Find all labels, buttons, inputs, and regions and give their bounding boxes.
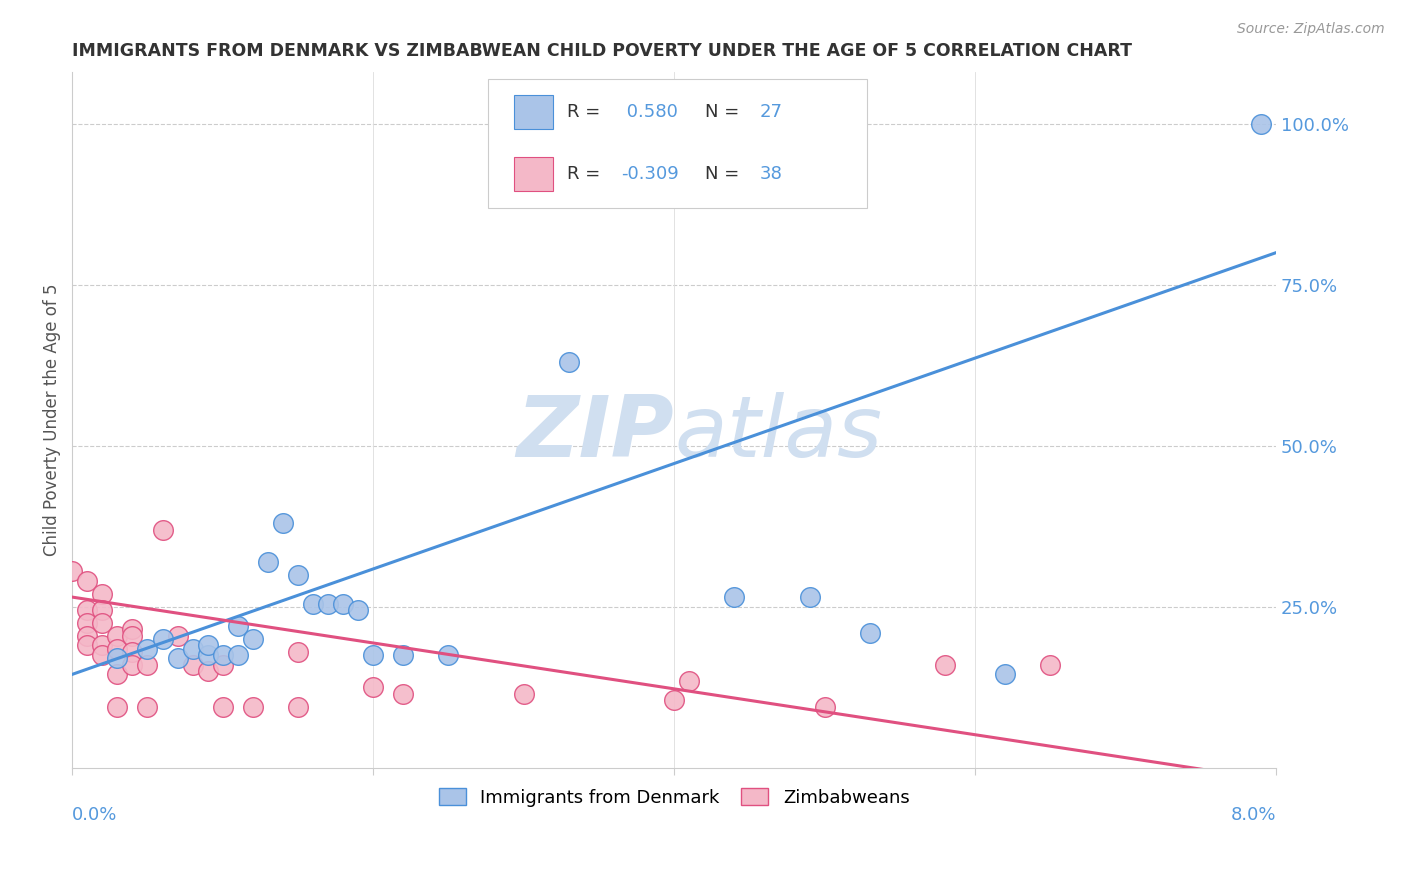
Point [558, 355, 581, 369]
Text: Source: ZipAtlas.com: Source: ZipAtlas.com [1237, 22, 1385, 37]
Point [105, 651, 128, 665]
Point [316, 597, 339, 611]
Point [799, 590, 821, 604]
Point [136, 641, 159, 656]
Point [105, 699, 128, 714]
Point [76, 629, 98, 643]
Point [197, 639, 219, 653]
Point [256, 555, 278, 569]
Point [392, 648, 415, 662]
Point [211, 648, 233, 662]
Text: ZIP: ZIP [516, 392, 673, 475]
Point [76, 615, 98, 630]
Point [994, 667, 1017, 681]
Point [392, 687, 415, 701]
Point [723, 590, 745, 604]
Point [121, 657, 143, 672]
Point [512, 687, 534, 701]
Point [60, 565, 83, 579]
Point [181, 657, 204, 672]
Point [662, 693, 685, 707]
Text: R =: R = [567, 103, 606, 121]
Point [226, 619, 249, 633]
Point [152, 523, 174, 537]
Text: 0.580: 0.580 [621, 103, 678, 121]
Point [287, 699, 309, 714]
Text: R =: R = [567, 165, 606, 183]
Text: 38: 38 [759, 165, 782, 183]
Point [226, 648, 249, 662]
Point [166, 651, 188, 665]
Point [121, 622, 143, 636]
Point [1250, 117, 1272, 131]
Point [302, 597, 325, 611]
Point [197, 664, 219, 678]
Point [361, 648, 384, 662]
Point [136, 699, 159, 714]
Point [813, 699, 835, 714]
Point [91, 639, 114, 653]
Point [76, 603, 98, 617]
FancyBboxPatch shape [488, 79, 866, 208]
Point [105, 629, 128, 643]
Point [76, 639, 98, 653]
Point [1039, 657, 1062, 672]
Text: -0.309: -0.309 [621, 165, 679, 183]
Point [105, 667, 128, 681]
Text: atlas: atlas [673, 392, 882, 475]
Point [287, 567, 309, 582]
Point [181, 641, 204, 656]
Point [437, 648, 460, 662]
Text: 27: 27 [759, 103, 783, 121]
Point [91, 648, 114, 662]
Point [91, 615, 114, 630]
Point [121, 629, 143, 643]
Point [152, 632, 174, 646]
Point [121, 645, 143, 659]
Point [332, 597, 354, 611]
Point [197, 648, 219, 662]
Point [136, 657, 159, 672]
Point [242, 632, 264, 646]
Text: 8.0%: 8.0% [1230, 806, 1277, 824]
Point [211, 657, 233, 672]
Y-axis label: Child Poverty Under the Age of 5: Child Poverty Under the Age of 5 [44, 284, 60, 557]
Point [361, 680, 384, 694]
Point [91, 603, 114, 617]
Text: N =: N = [706, 165, 745, 183]
Point [211, 699, 233, 714]
Text: N =: N = [706, 103, 745, 121]
Bar [515, 157, 553, 191]
Point [271, 516, 294, 530]
Point [76, 574, 98, 588]
Point [859, 625, 882, 640]
Text: 0.0%: 0.0% [72, 806, 118, 824]
Point [934, 657, 956, 672]
Bar [515, 95, 553, 128]
Text: IMMIGRANTS FROM DENMARK VS ZIMBABWEAN CHILD POVERTY UNDER THE AGE OF 5 CORRELATI: IMMIGRANTS FROM DENMARK VS ZIMBABWEAN CH… [72, 42, 1132, 60]
Legend: Immigrants from Denmark, Zimbabweans: Immigrants from Denmark, Zimbabweans [427, 777, 921, 818]
Point [287, 645, 309, 659]
Point [105, 641, 128, 656]
Point [166, 629, 188, 643]
Point [91, 587, 114, 601]
Point [678, 673, 700, 688]
Point [347, 603, 370, 617]
Point [242, 699, 264, 714]
